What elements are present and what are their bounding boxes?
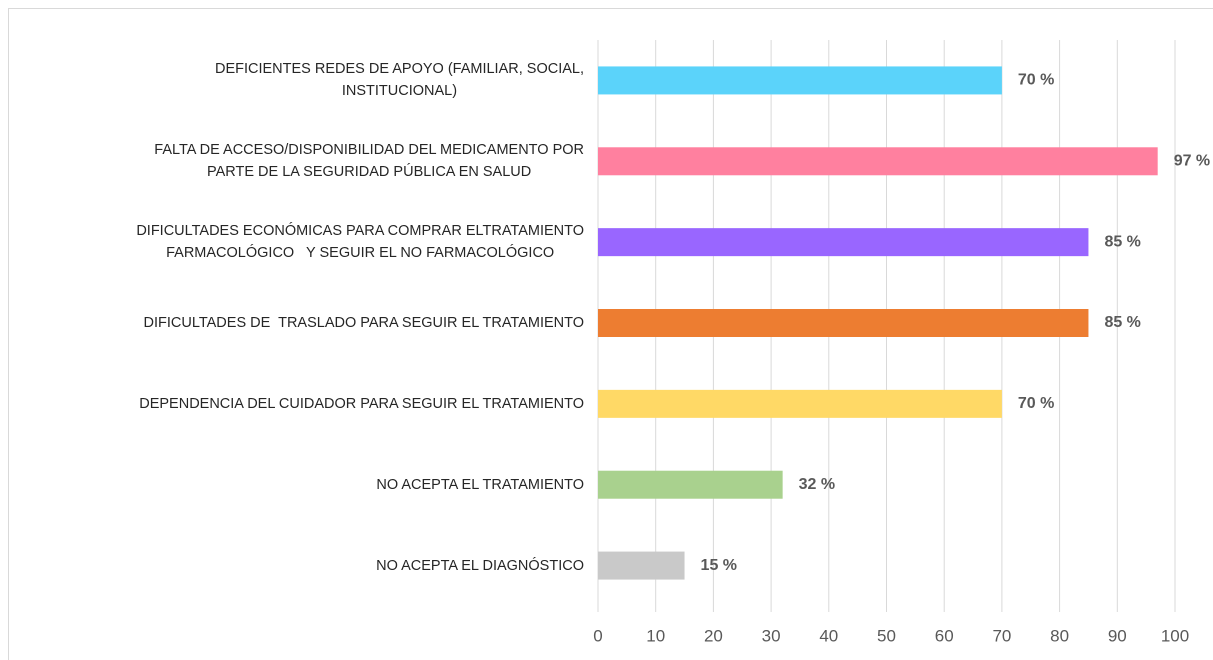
- data-label: 85 %: [1104, 233, 1140, 250]
- x-tick-label: 40: [819, 626, 838, 645]
- data-label: 70 %: [1018, 72, 1054, 89]
- x-tick-label: 50: [877, 626, 896, 645]
- bar: [598, 309, 1089, 337]
- bar: [598, 470, 783, 499]
- bar: [598, 147, 1158, 176]
- x-tick-label: 80: [1050, 626, 1069, 645]
- bar: [598, 551, 685, 580]
- x-tick-label: 60: [935, 626, 954, 645]
- x-tick-label: 10: [646, 626, 665, 645]
- x-tick-label: 20: [704, 626, 723, 645]
- bar: [598, 389, 1002, 418]
- y-tick-label: NO ACEPTA EL TRATAMIENTO: [376, 476, 584, 493]
- x-tick-label: 70: [992, 626, 1011, 645]
- bar: [598, 66, 1002, 95]
- y-tick-label: DEPENDENCIA DEL CUIDADOR PARA SEGUIR EL …: [139, 395, 584, 412]
- y-tick-label: FALTA DE ACCESO/DISPONIBILIDAD DEL MEDIC…: [154, 142, 584, 181]
- data-label: 32 %: [799, 476, 835, 493]
- bar: [598, 228, 1089, 257]
- chart-frame: [8, 8, 1213, 660]
- y-tick-label: DIFICULTADES ECONÓMICAS PARA COMPRAR ELT…: [136, 223, 584, 262]
- y-tick-label: DEFICIENTES REDES DE APOYO (FAMILIAR, SO…: [214, 61, 584, 100]
- data-label: 85 %: [1104, 314, 1140, 331]
- x-tick-label: 30: [762, 626, 781, 645]
- y-tick-label: DIFICULTADES DE TRASLADO PARA SEGUIR EL …: [143, 315, 584, 331]
- data-label: 70 %: [1018, 395, 1054, 412]
- x-tick-label: 0: [593, 626, 602, 645]
- y-tick-label: NO ACEPTA EL DIAGNÓSTICO: [376, 557, 584, 574]
- x-tick-label: 100: [1161, 626, 1189, 645]
- data-label: 97 %: [1174, 153, 1210, 170]
- x-tick-label: 90: [1108, 626, 1127, 645]
- data-label: 15 %: [701, 557, 737, 574]
